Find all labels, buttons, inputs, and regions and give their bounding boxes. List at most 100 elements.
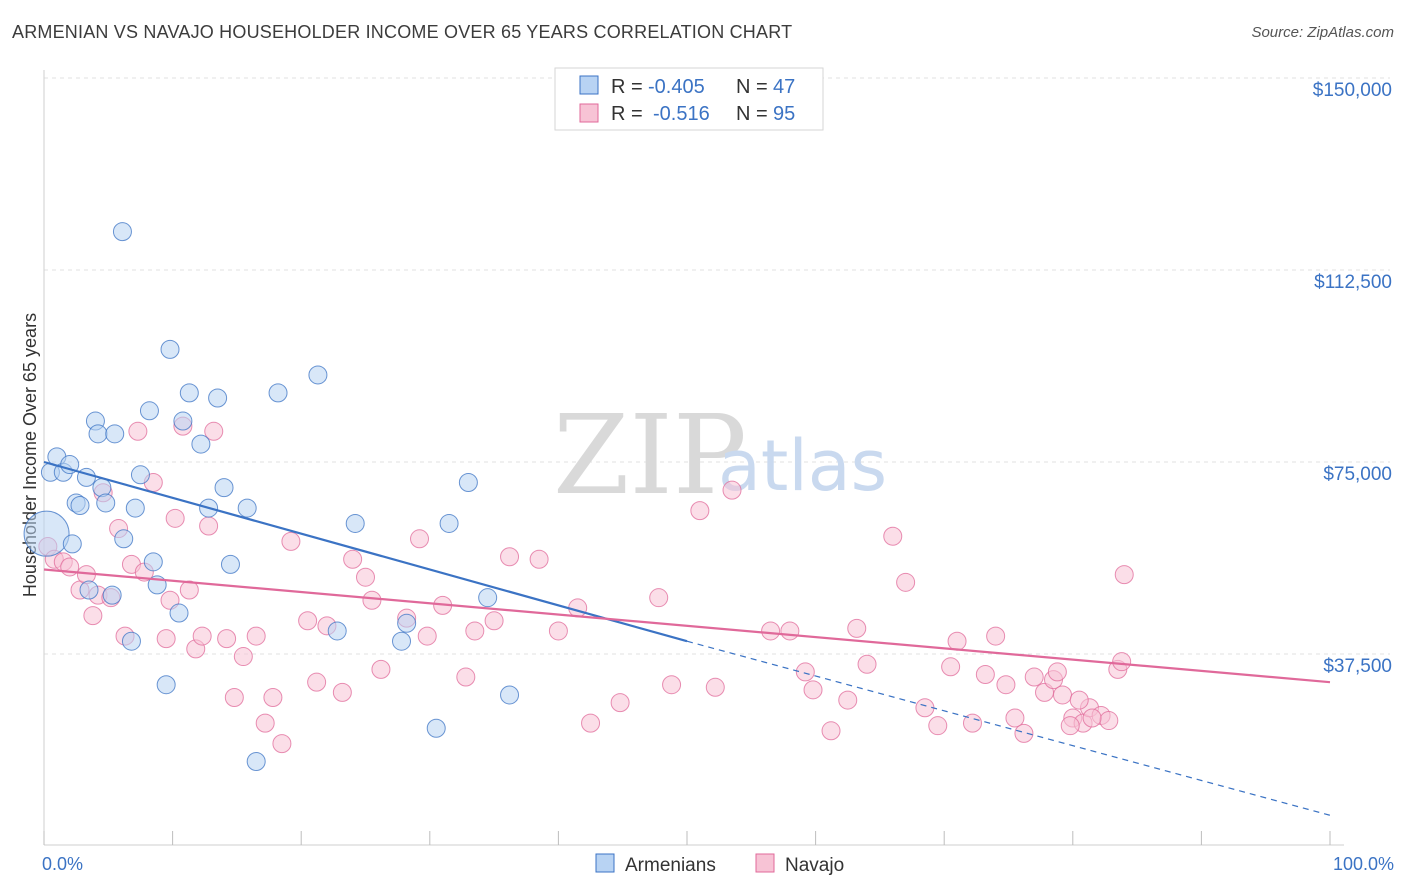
- navajo-point-18: [165, 508, 185, 528]
- navajo-point-89: [1114, 565, 1134, 585]
- navajo-point-64: [838, 690, 858, 710]
- y-tick-label-75000: $75,000: [1323, 464, 1392, 485]
- watermark-atlas: atlas: [718, 425, 887, 507]
- navajo-point-66: [857, 654, 877, 674]
- armenians-point-15: [105, 424, 125, 444]
- navajo-point-46: [465, 621, 485, 641]
- armenians-point-27: [179, 383, 199, 403]
- navajo-point-52: [581, 713, 601, 733]
- y-axis-tick-labels: $37,500 $75,000 $112,500 $150,000: [1313, 80, 1392, 677]
- navajo-point-53: [610, 693, 630, 713]
- navajo-point-48: [500, 547, 520, 567]
- navajo-point-32: [281, 531, 301, 551]
- armenians-point-23: [156, 675, 176, 695]
- navajo-point-36: [332, 682, 352, 702]
- legend-n-label-2: N =: [736, 103, 768, 125]
- navajo-point-49: [529, 549, 549, 569]
- navajo-point-50: [548, 621, 568, 641]
- navajo-point-56: [690, 501, 710, 521]
- data-points: [23, 222, 1134, 772]
- armenians-point-25: [169, 603, 189, 623]
- series-legend-navajo: Navajo: [785, 855, 844, 876]
- navajo-point-16: [156, 629, 176, 649]
- armenians-point-45: [500, 685, 520, 705]
- chart-title: ARMENIAN VS NAVAJO HOUSEHOLDER INCOME OV…: [12, 22, 793, 42]
- source-label: Source: ZipAtlas.com: [1251, 24, 1394, 41]
- armenians-point-5: [62, 534, 82, 554]
- navajo-point-54: [649, 588, 669, 608]
- navajo-point-73: [962, 713, 982, 733]
- legend-swatch-armenians: [579, 75, 599, 95]
- armenians-point-7: [70, 496, 90, 516]
- armenians-point-19: [130, 465, 150, 485]
- navajo-point-13: [128, 421, 148, 441]
- navajo-point-72: [947, 631, 967, 651]
- armenians-point-20: [139, 401, 159, 421]
- armenians-point-0: [23, 510, 70, 557]
- navajo-point-39: [362, 590, 382, 610]
- navajo-point-65: [847, 618, 867, 638]
- navajo-point-55: [662, 675, 682, 695]
- legend-r-label-1: R =: [611, 76, 643, 98]
- armenians-point-32: [220, 554, 240, 574]
- navajo-point-78: [1014, 723, 1034, 743]
- navajo-point-45: [456, 667, 476, 687]
- navajo-point-38: [356, 567, 375, 587]
- navajo-point-82: [1053, 685, 1073, 705]
- legend-swatch-navajo: [579, 103, 599, 123]
- stats-legend: R = -0.405 N = 47 R = -0.516 N = 95: [554, 67, 824, 131]
- navajo-point-40: [371, 659, 391, 679]
- navajo-point-94: [1069, 690, 1089, 710]
- armenians-point-35: [268, 383, 288, 403]
- armenians-point-9: [79, 580, 99, 600]
- armenians-point-21: [143, 552, 163, 572]
- x-tick-label-end: 100.0%: [1333, 854, 1394, 874]
- navajo-point-76: [996, 675, 1016, 695]
- legend-n-value-2: 95: [773, 103, 795, 125]
- navajo-point-34: [307, 672, 327, 692]
- navajo-point-27: [233, 647, 253, 667]
- armenians-point-14: [102, 585, 122, 605]
- armenians-trend-line: [43, 460, 688, 643]
- y-tick-label-112500: $112,500: [1314, 272, 1392, 293]
- navajo-point-22: [192, 626, 212, 646]
- armenians-point-38: [345, 513, 365, 533]
- armenians-point-18: [125, 498, 145, 518]
- navajo-point-68: [896, 572, 916, 592]
- trend-lines: [43, 460, 1331, 816]
- navajo-point-26: [224, 688, 244, 708]
- y-tick-label-150000: $150,000: [1313, 80, 1392, 101]
- armenians-point-34: [246, 752, 266, 772]
- armenians-point-44: [478, 588, 498, 608]
- navajo-point-75: [986, 626, 1006, 646]
- navajo-point-29: [255, 713, 275, 733]
- navajo-point-23: [199, 516, 219, 536]
- series-legend-swatch-navajo: [755, 853, 775, 873]
- navajo-point-28: [246, 626, 266, 646]
- armenians-point-46: [112, 222, 132, 242]
- navajo-point-37: [343, 549, 363, 569]
- navajo-point-62: [803, 680, 823, 700]
- legend-r-label-2: R =: [611, 103, 643, 125]
- armenians-point-16: [114, 529, 134, 549]
- navajo-point-6: [83, 606, 103, 626]
- navajo-point-87: [1099, 711, 1119, 731]
- x-axis-tick-labels: 0.0% 100.0%: [42, 854, 1394, 874]
- armenians-point-26: [173, 411, 193, 431]
- navajo-point-59: [761, 621, 781, 641]
- navajo-point-74: [975, 664, 995, 684]
- navajo-point-91: [1082, 708, 1102, 728]
- armenians-point-36: [308, 365, 328, 385]
- navajo-point-70: [928, 716, 948, 736]
- series-legend-swatch-armenians: [595, 853, 615, 873]
- navajo-point-79: [1024, 667, 1044, 687]
- armenians-point-42: [439, 513, 459, 533]
- navajo-point-57: [705, 677, 725, 697]
- grid-lines: [44, 77, 1390, 655]
- navajo-point-24: [204, 421, 224, 441]
- legend-r-value-2: -0.516: [653, 103, 710, 125]
- navajo-point-33: [298, 611, 318, 631]
- navajo-point-63: [821, 721, 841, 741]
- armenians-trend-extension: [686, 640, 1331, 816]
